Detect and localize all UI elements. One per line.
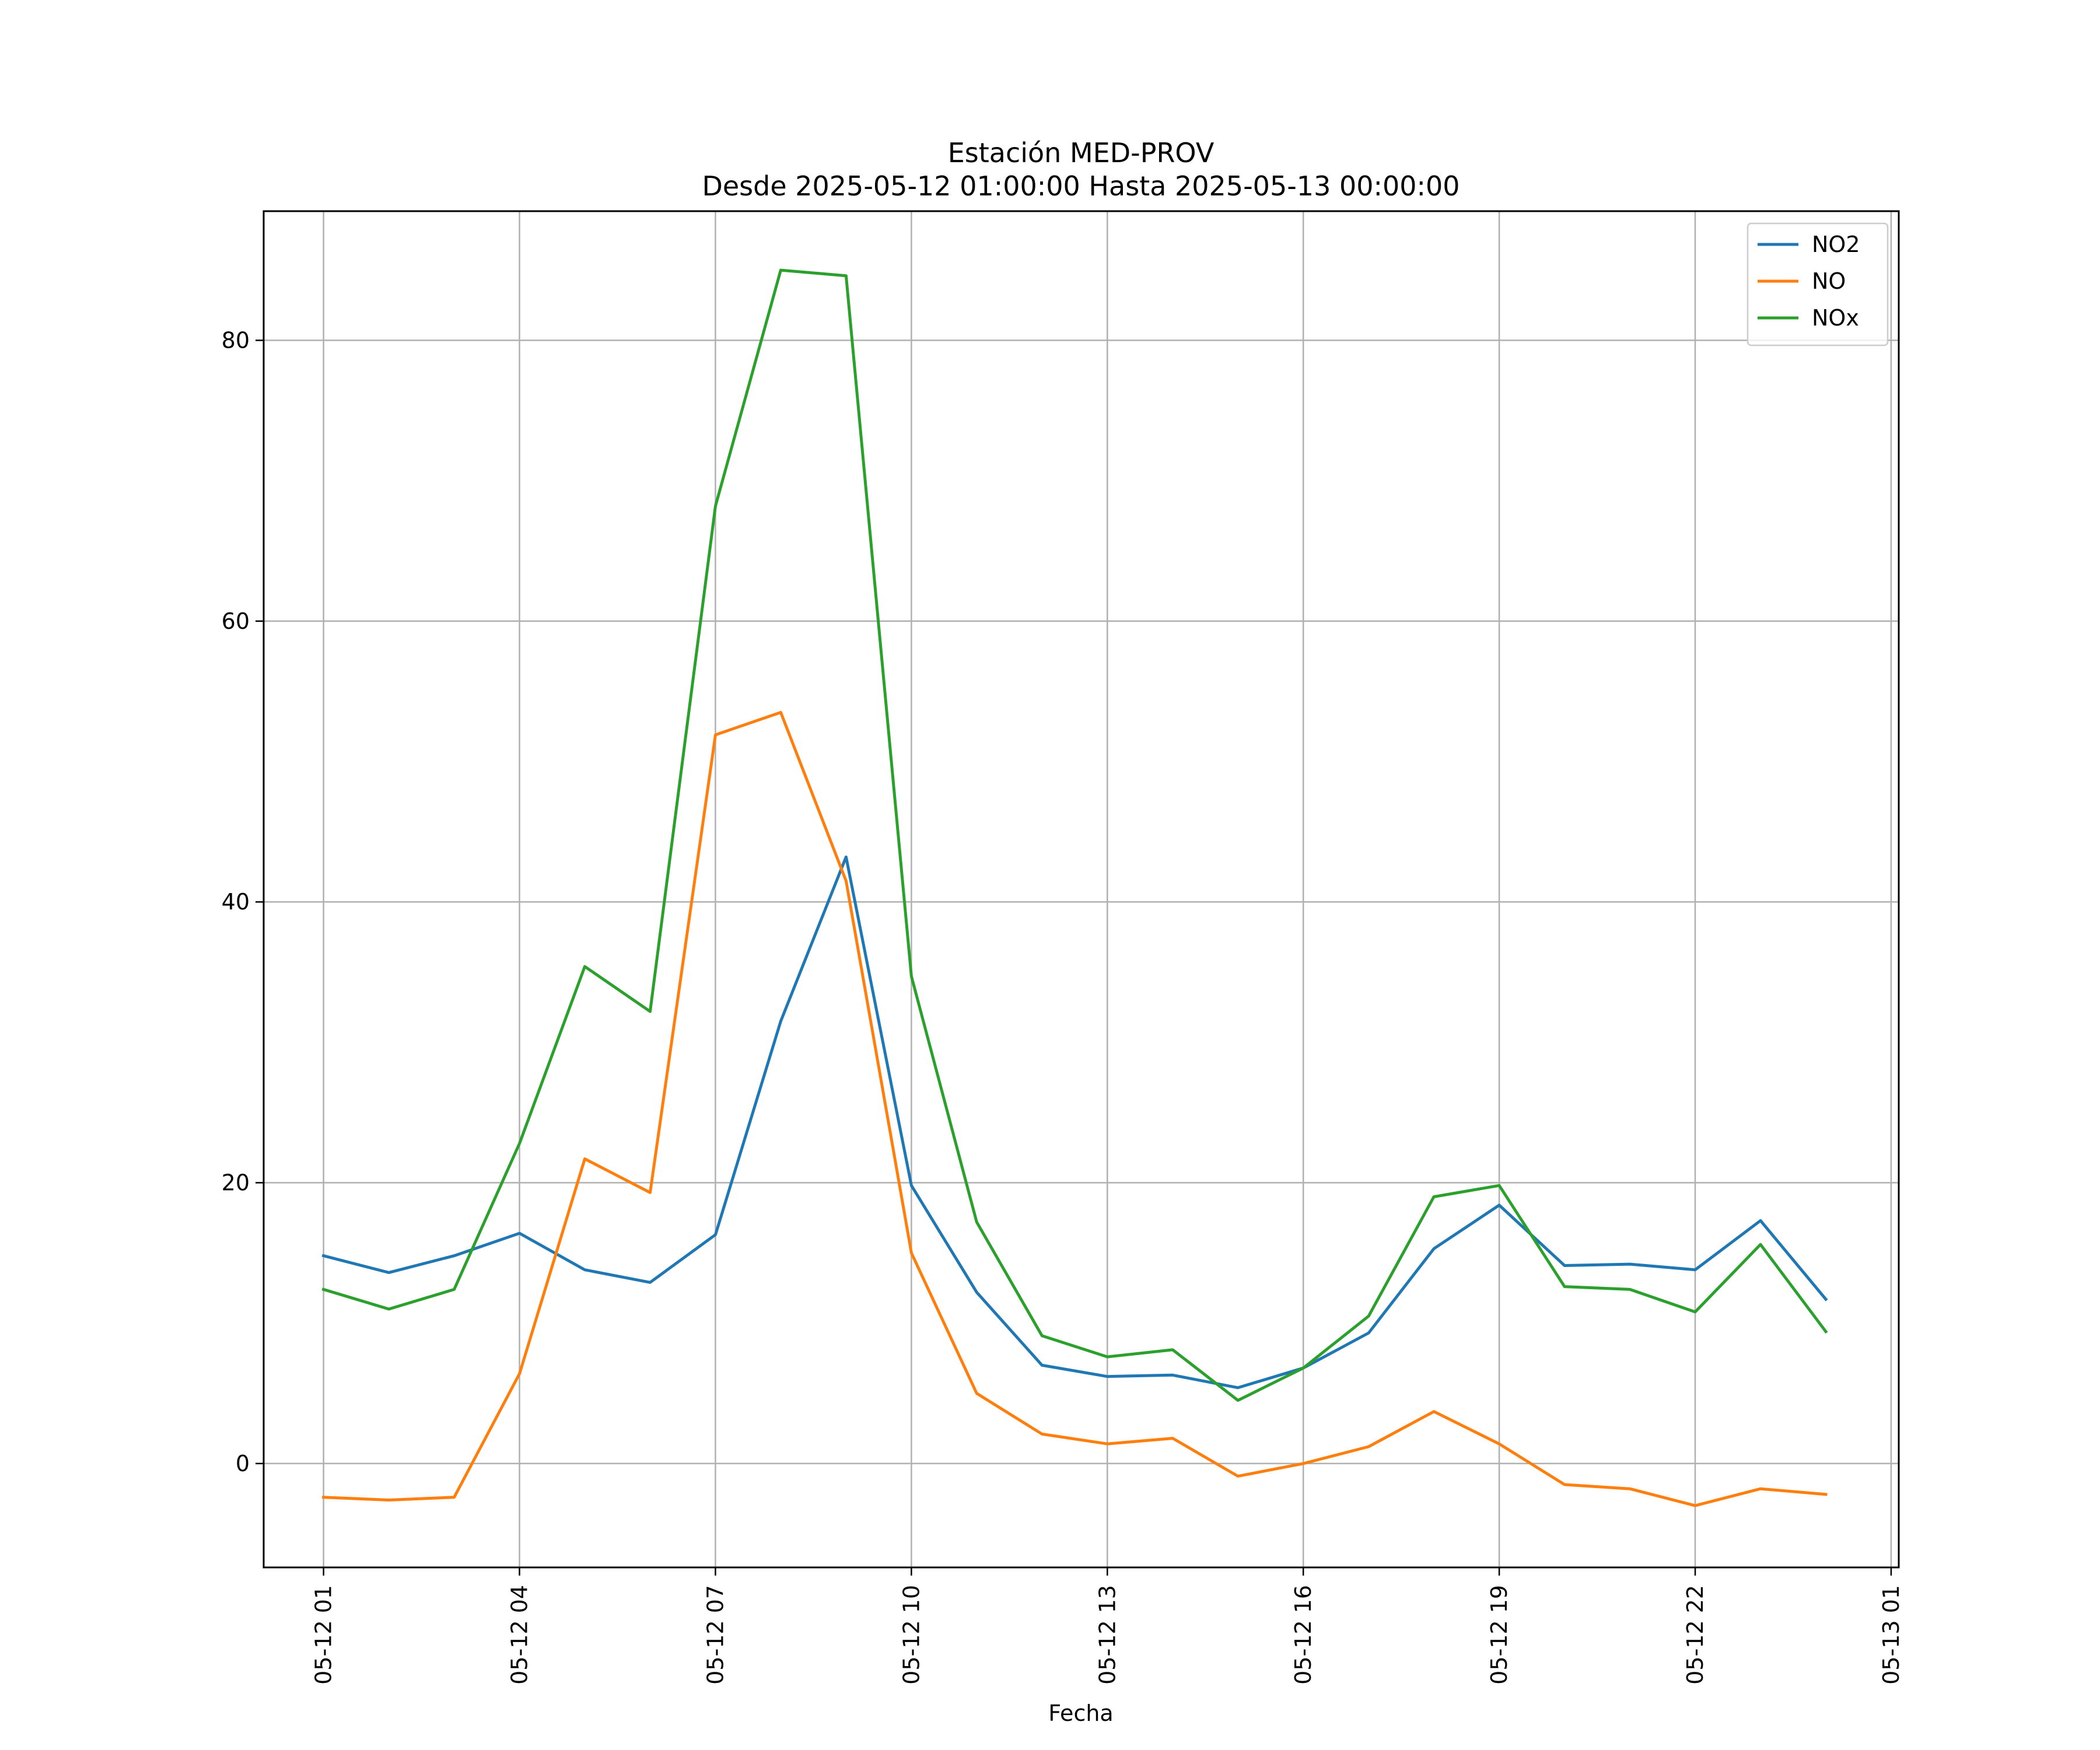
x-tick-label: 05-12 22 [1682, 1585, 1708, 1685]
series-lines [321, 268, 1828, 1507]
series-line-nox [321, 268, 1828, 1402]
x-axis: 05-12 01 05-12 04 05-12 07 05-12 10 05-12 13… [311, 1567, 1904, 1685]
y-tick-label: 0 [236, 1451, 250, 1476]
legend-label-no2: NO2 [1812, 232, 1860, 257]
series-line-no [321, 710, 1828, 1507]
legend-label-nox: NOx [1812, 305, 1859, 331]
y-tick-label: 80 [222, 327, 250, 353]
x-tick-label: 05-12 07 [702, 1585, 728, 1685]
chart-title: Estación MED-PROV [948, 137, 1214, 169]
y-tick-label: 20 [222, 1170, 250, 1196]
y-tick-label: 40 [222, 889, 250, 915]
x-tick-label: 05-12 13 [1094, 1585, 1120, 1685]
chart-subtitle: Desde 2025-05-12 01:00:00 Hasta 2025-05-… [702, 170, 1460, 202]
x-tick-label: 05-12 16 [1290, 1585, 1316, 1685]
x-axis-label: Fecha [1048, 1700, 1113, 1726]
x-tick-label: 05-13 01 [1878, 1585, 1904, 1685]
x-tick-label: 05-12 19 [1486, 1585, 1512, 1685]
legend: NO2 NO NOx [1746, 222, 1889, 346]
y-tick-label: 60 [222, 608, 250, 634]
legend-box [1746, 222, 1889, 346]
x-tick-label: 05-12 04 [507, 1585, 533, 1685]
y-axis: 0 20 40 60 80 [222, 327, 264, 1476]
x-tick-label: 05-12 01 [311, 1585, 337, 1685]
grid [264, 211, 1899, 1567]
series-line-no2 [321, 855, 1828, 1390]
x-tick-label: 05-12 10 [898, 1585, 924, 1685]
legend-label-no: NO [1812, 268, 1846, 294]
plot-frame [262, 210, 1900, 1569]
